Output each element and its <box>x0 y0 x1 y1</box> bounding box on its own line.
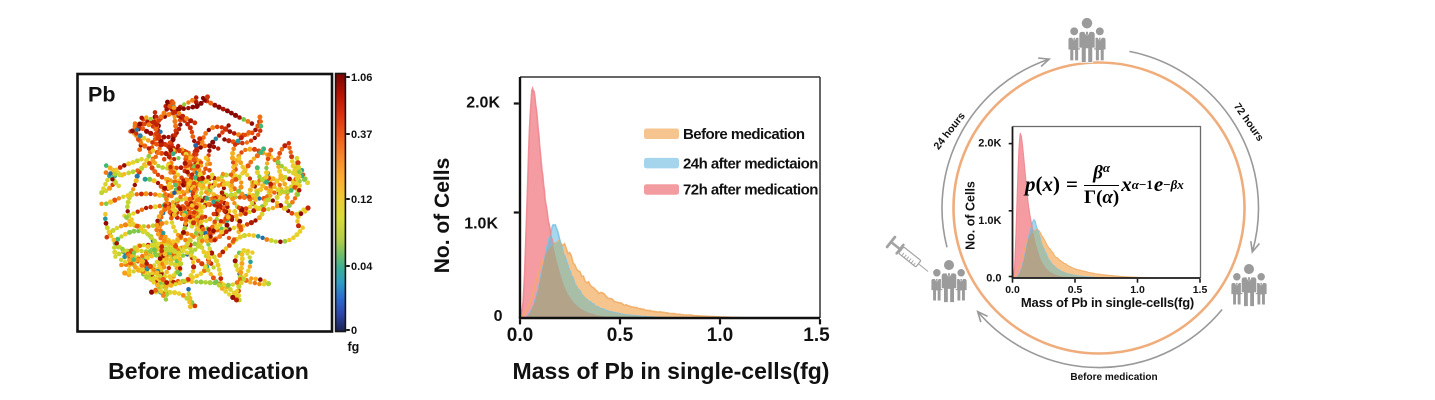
svg-text:0.5: 0.5 <box>607 325 634 346</box>
svg-text:0: 0 <box>494 308 503 325</box>
svg-text:0.37: 0.37 <box>351 129 372 141</box>
svg-text:0.04: 0.04 <box>351 261 373 273</box>
svg-text:1.5: 1.5 <box>803 325 830 346</box>
svg-text:1.5: 1.5 <box>1193 284 1208 296</box>
svg-text:Before medication: Before medication <box>108 358 309 384</box>
svg-text:1.0: 1.0 <box>707 325 733 346</box>
svg-text:1.0K: 1.0K <box>978 215 1001 227</box>
svg-text:0.12: 0.12 <box>351 194 372 206</box>
svg-text:1.0K: 1.0K <box>464 216 498 233</box>
svg-text:1.0: 1.0 <box>1130 284 1145 296</box>
svg-text:0.0: 0.0 <box>986 272 1001 284</box>
svg-text:No. of Cells: No. of Cells <box>431 158 454 274</box>
svg-text:2.0K: 2.0K <box>466 95 500 112</box>
svg-text:Before medication: Before medication <box>683 126 805 143</box>
svg-text:Mass of Pb in single-cells(fg): Mass of Pb in single-cells(fg) <box>1021 295 1194 310</box>
svg-text:fg: fg <box>348 340 360 354</box>
svg-text:24h after medictaion: 24h after medictaion <box>683 155 818 172</box>
svg-text:0.5: 0.5 <box>1068 284 1083 296</box>
svg-text:Mass of Pb in single-cells(fg): Mass of Pb in single-cells(fg) <box>513 358 830 384</box>
svg-text:1.06: 1.06 <box>351 72 372 84</box>
svg-text:Pb: Pb <box>88 83 115 107</box>
svg-text:72h after medication: 72h after medication <box>683 182 818 199</box>
svg-text:0.0: 0.0 <box>507 325 533 346</box>
svg-text:2.0K: 2.0K <box>978 137 1001 149</box>
svg-text:No. of Cells: No. of Cells <box>964 181 978 250</box>
svg-text:0.0: 0.0 <box>1005 284 1020 296</box>
svg-text:0: 0 <box>351 325 357 337</box>
svg-text:Before medication: Before medication <box>1070 372 1157 383</box>
